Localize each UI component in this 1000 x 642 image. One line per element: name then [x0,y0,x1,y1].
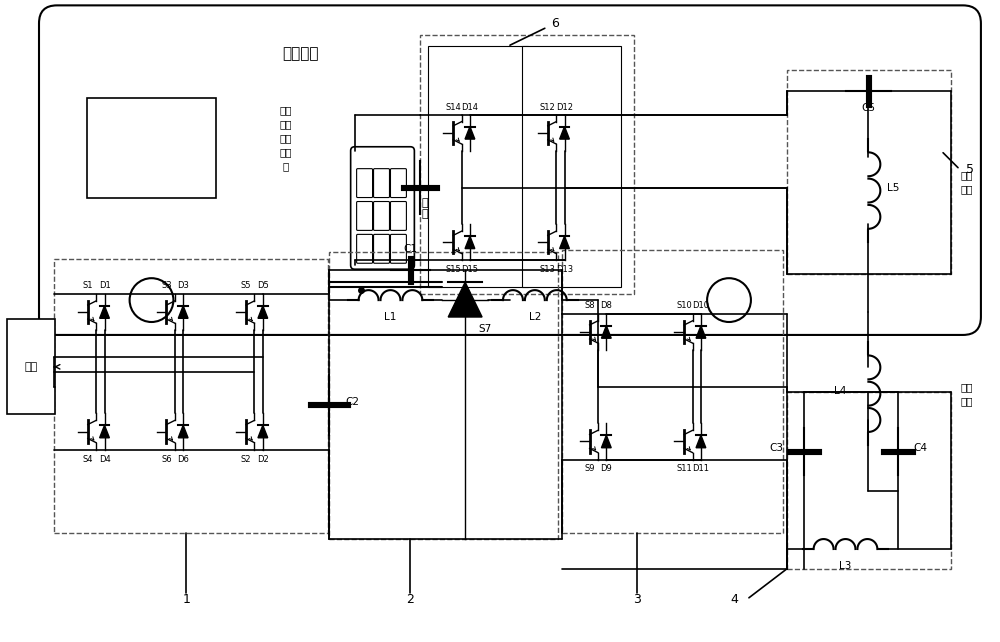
Text: S8: S8 [584,301,595,310]
Text: 接收
端电
力电
子结
构: 接收 端电 力电 子结 构 [280,105,292,171]
FancyBboxPatch shape [357,202,373,230]
Text: 1: 1 [182,593,190,606]
Text: 5: 5 [966,162,974,176]
FancyBboxPatch shape [357,169,373,198]
Bar [522,46,621,287]
Polygon shape [601,435,611,447]
Text: D15: D15 [461,265,478,273]
Text: D4: D4 [99,455,110,464]
Bar [54,259,328,533]
Polygon shape [448,282,482,317]
Text: S6: S6 [161,455,172,464]
Text: 电
池: 电 池 [421,198,428,220]
Text: D1: D1 [99,281,110,290]
Text: S1: S1 [83,281,93,290]
Text: S14: S14 [445,103,461,112]
Polygon shape [560,126,569,139]
Text: 电动汽车: 电动汽车 [283,46,319,60]
Polygon shape [601,325,611,338]
Text: D2: D2 [257,455,269,464]
FancyBboxPatch shape [374,169,389,198]
FancyBboxPatch shape [351,147,414,269]
Polygon shape [696,325,706,338]
Text: 2: 2 [406,593,414,606]
Text: S2: S2 [241,455,251,464]
Text: C1: C1 [403,245,417,254]
Text: S15: S15 [445,265,461,273]
Polygon shape [258,425,268,438]
Polygon shape [465,126,475,139]
FancyBboxPatch shape [374,202,389,230]
Text: D12: D12 [556,103,573,112]
Polygon shape [100,425,109,438]
Text: D14: D14 [461,103,478,112]
Text: C4: C4 [913,444,927,453]
Text: S11: S11 [676,464,692,474]
Text: L2: L2 [529,312,541,322]
Text: D9: D9 [600,464,612,474]
Text: L1: L1 [384,312,397,322]
Bar [787,392,951,569]
FancyBboxPatch shape [357,234,373,263]
Text: 发射
线圈: 发射 线圈 [960,382,973,406]
Text: 3: 3 [633,593,641,606]
Text: D3: D3 [177,281,189,290]
Polygon shape [258,306,268,318]
FancyBboxPatch shape [390,202,406,230]
Text: D13: D13 [556,265,573,273]
Polygon shape [465,236,475,248]
Text: L3: L3 [839,561,852,571]
FancyBboxPatch shape [374,234,389,263]
Text: 4: 4 [730,593,738,606]
Text: L4: L4 [834,386,847,395]
Circle shape [130,278,173,322]
Text: 6: 6 [551,17,559,30]
Bar [420,35,634,294]
Text: S13: S13 [540,265,556,273]
Text: S5: S5 [241,281,251,290]
Bar [428,46,528,287]
Text: D8: D8 [600,301,612,310]
FancyBboxPatch shape [39,5,981,335]
Bar [7,319,55,413]
Text: D11: D11 [692,464,709,474]
Text: S3: S3 [161,281,172,290]
Text: S12: S12 [540,103,556,112]
Bar [562,250,783,533]
Bar [329,252,558,539]
Text: S4: S4 [83,455,93,464]
Text: C2: C2 [346,397,360,406]
Bar [787,70,951,274]
Polygon shape [100,306,109,318]
Text: D10: D10 [692,301,709,310]
Text: S10: S10 [676,301,692,310]
Polygon shape [560,236,569,248]
Polygon shape [178,425,188,438]
Text: 电网: 电网 [24,362,38,372]
Polygon shape [696,435,706,447]
Bar [87,98,216,198]
FancyBboxPatch shape [390,169,406,198]
Text: S9: S9 [584,464,595,474]
Polygon shape [178,306,188,318]
Text: L5: L5 [887,182,899,193]
Text: D5: D5 [257,281,269,290]
Text: D6: D6 [177,455,189,464]
FancyBboxPatch shape [390,234,406,263]
Text: C3: C3 [770,444,784,453]
Text: C5: C5 [861,103,875,113]
Text: S7: S7 [478,324,492,334]
Circle shape [707,278,751,322]
Text: 接收
线圈: 接收 线圈 [960,171,973,195]
